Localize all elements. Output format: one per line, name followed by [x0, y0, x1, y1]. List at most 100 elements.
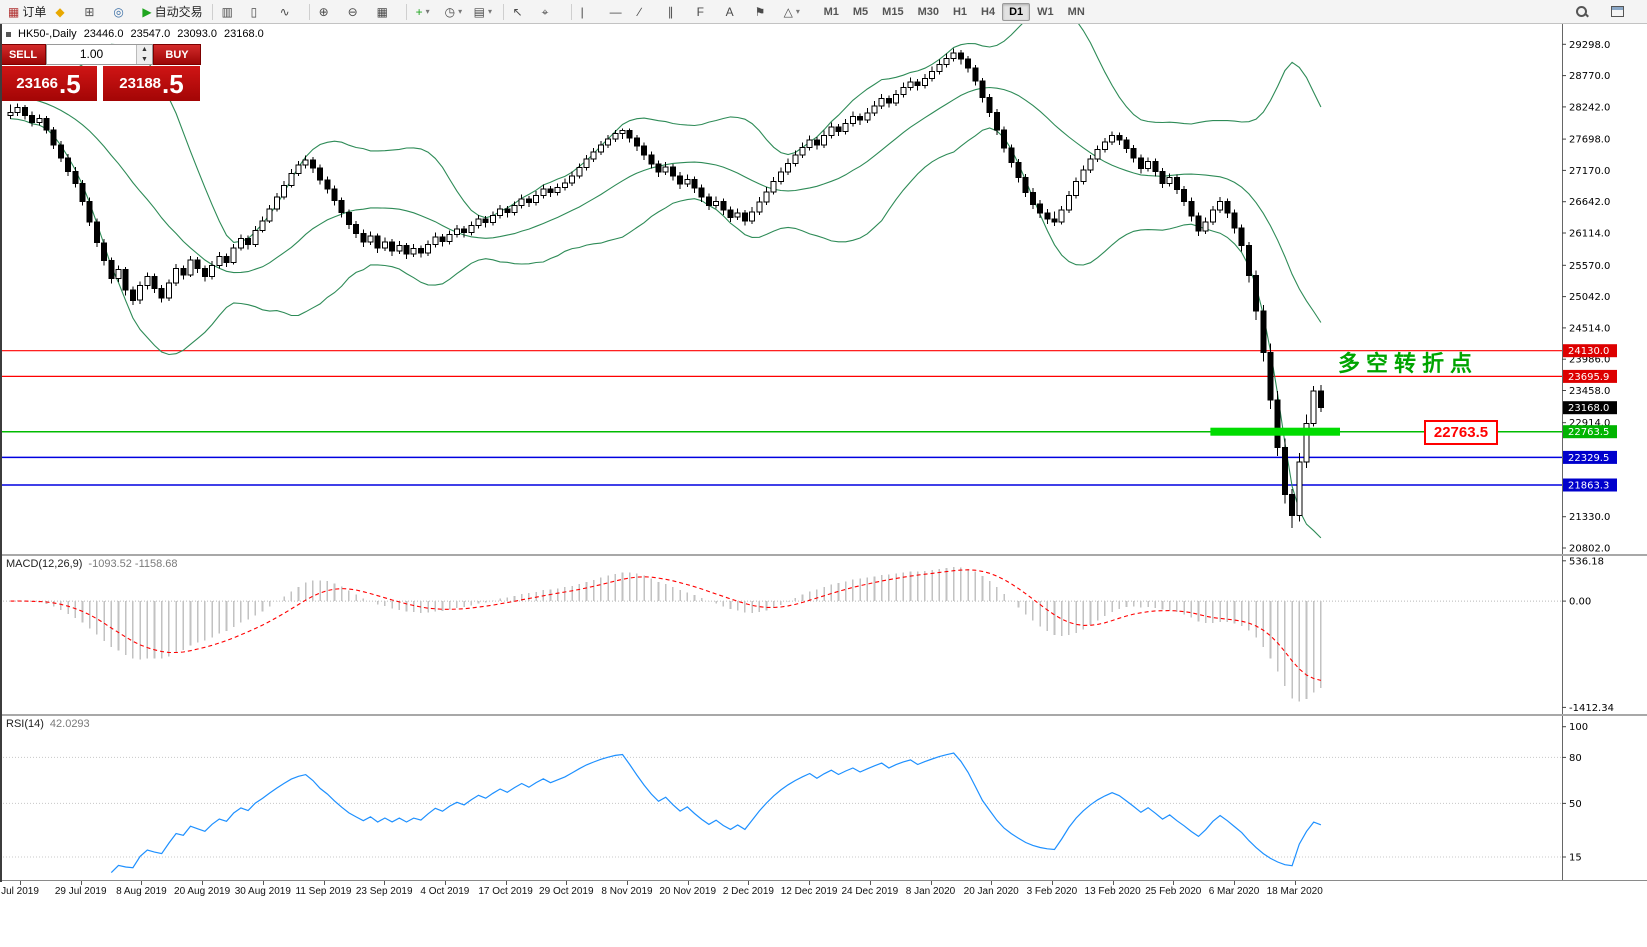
timeframe-m5[interactable]: M5: [852, 5, 869, 18]
auto-trading-button[interactable]: ▶ 自动交易: [138, 1, 206, 23]
shapes-button[interactable]: △ ▾: [780, 1, 808, 23]
timeframe-w1[interactable]: W1: [1037, 5, 1054, 18]
bear-candle: [1001, 129, 1008, 149]
mql-market-button[interactable]: ◆: [51, 1, 79, 23]
trendline-button[interactable]: ∕: [635, 1, 663, 23]
bull-candle: [756, 201, 763, 213]
rsi-tick-label: 80: [1569, 753, 1582, 764]
search-button[interactable]: [1571, 1, 1599, 23]
support-price-callout[interactable]: 22763.5: [1424, 420, 1498, 445]
bear-candle: [353, 223, 360, 234]
bear-candle: [317, 167, 324, 181]
bear-candle: [1253, 274, 1260, 312]
lot-size-stepper[interactable]: ▲ ▼: [136, 45, 152, 64]
support-zone-bar[interactable]: [1210, 427, 1340, 436]
time-axis[interactable]: Jul 2019 29 Jul 2019 8 Aug 2019 20 Aug 2019…: [0, 880, 1647, 901]
vertical-line-button[interactable]: |: [577, 1, 605, 23]
text-icon: A: [725, 4, 734, 19]
periods-button[interactable]: ◷ ▾: [441, 1, 469, 23]
macd-indicator-label: MACD(12,26,9) -1093.52 -1158.68: [6, 558, 178, 570]
price-tick-label: 23458.0: [1569, 386, 1610, 397]
line-chart-mode-button[interactable]: ∿: [276, 1, 304, 23]
bull-candle: [533, 194, 540, 203]
text-button[interactable]: A: [722, 1, 750, 23]
bear-candle: [1231, 212, 1238, 229]
turning-point-annotation[interactable]: 多空转折点: [1338, 351, 1479, 376]
buy-price-display[interactable]: 23188 .5: [103, 66, 200, 101]
panel-separator[interactable]: [0, 714, 1647, 716]
periods-icon: ◷: [444, 4, 456, 19]
price-chart-panel[interactable]: 29298.0 28770.0 28242.0 27698.0 27170.0 26642…: [0, 24, 1647, 554]
fibonacci-button[interactable]: F: [693, 1, 721, 23]
timeframe-m1[interactable]: M1: [823, 5, 839, 18]
bear-candle: [633, 137, 640, 147]
templates-button[interactable]: ▤ ▾: [470, 1, 498, 23]
channel-button[interactable]: ∥: [664, 1, 692, 23]
sell-button[interactable]: SELL: [0, 44, 46, 65]
lot-decrease-icon[interactable]: ▼: [137, 54, 152, 64]
high-value: 23547.0: [130, 28, 171, 40]
macd-indicator-chart[interactable]: 536.18 0.00 -1412.34: [0, 556, 1647, 714]
cursor-button[interactable]: ↖: [509, 1, 537, 23]
date-label: 20 Aug 2019: [174, 886, 231, 897]
timeframe-mn[interactable]: MN: [1067, 5, 1085, 18]
bear-candle: [1159, 171, 1166, 185]
bull-candle: [770, 181, 777, 193]
price-badge: [1563, 401, 1617, 415]
arrows-button[interactable]: ⚑: [751, 1, 779, 23]
rsi-value: 42.0293: [49, 718, 90, 730]
timeframe-h4[interactable]: H4: [981, 5, 996, 18]
bull-candle: [900, 86, 907, 96]
buy-button[interactable]: BUY: [153, 44, 201, 65]
buy-price-big-digit: .5: [162, 68, 184, 99]
bear-candle: [50, 129, 57, 146]
new-order-button[interactable]: ▦ 订单: [4, 1, 50, 23]
panels-button[interactable]: [1607, 1, 1635, 23]
crosshair-icon: ⌖: [541, 4, 549, 19]
bull-candle: [14, 107, 21, 113]
zoom-out-button[interactable]: ⊖: [344, 1, 372, 23]
indicators-button[interactable]: + ▾: [412, 1, 440, 23]
date-label: 29 Jul 2019: [54, 886, 107, 897]
timeframe-d1[interactable]: D1: [1002, 2, 1031, 21]
bear-candle: [439, 236, 446, 243]
bear-candle: [705, 196, 712, 206]
sell-price-display[interactable]: 23166 .5: [0, 66, 97, 101]
bear-candle: [1188, 200, 1195, 217]
bear-candle: [108, 260, 115, 279]
lot-size-field[interactable]: 1.00 ▲ ▼: [46, 44, 153, 65]
tile-windows-button[interactable]: ▦: [373, 1, 401, 23]
bull-candle: [878, 98, 885, 107]
arrows-icon: ⚑: [754, 4, 766, 19]
bar-chart-mode-button[interactable]: ▥: [218, 1, 246, 23]
zoom-in-button[interactable]: ⊕: [315, 1, 343, 23]
help-button[interactable]: ◎: [109, 1, 137, 23]
macd-indicator-panel[interactable]: 536.18 0.00 -1412.34 MACD(12,26,9) -1093.5…: [0, 556, 1647, 714]
bear-candle: [1181, 188, 1188, 202]
timeframe-m30[interactable]: M30: [917, 5, 939, 18]
timeframe-h1[interactable]: H1: [952, 5, 968, 18]
horizontal-line-button[interactable]: —: [606, 1, 634, 23]
rsi-tick-label: 50: [1569, 799, 1582, 810]
rsi-name: RSI(14): [6, 718, 44, 730]
bear-candle: [86, 200, 93, 223]
bear-candle: [1008, 147, 1015, 164]
candlestick-chart[interactable]: 29298.0 28770.0 28242.0 27698.0 27170.0 26642…: [0, 24, 1647, 554]
date-axis-tick: [566, 881, 568, 885]
bull-candle: [410, 248, 417, 255]
candlestick-mode-button[interactable]: ▯: [247, 1, 275, 23]
date-label: 25 Feb 2020: [1145, 886, 1202, 897]
rsi-indicator-panel[interactable]: 100 80 50 15 RSI(14) 42.0293: [0, 716, 1647, 880]
timeframe-m15[interactable]: M15: [882, 5, 904, 18]
lot-size-value[interactable]: 1.00: [79, 47, 104, 61]
bull-candle: [252, 229, 259, 246]
bear-candle: [1274, 399, 1281, 448]
new-chart-button[interactable]: ⊞: [80, 1, 108, 23]
rsi-tick-label: 100: [1569, 722, 1588, 733]
panel-separator[interactable]: [0, 554, 1647, 556]
bull-candle: [288, 172, 295, 186]
lot-increase-icon[interactable]: ▲: [137, 45, 152, 55]
rsi-indicator-chart[interactable]: 100 80 50 15: [0, 716, 1647, 880]
crosshair-button[interactable]: ⌖: [538, 1, 566, 23]
search-icon: [1575, 5, 1588, 18]
